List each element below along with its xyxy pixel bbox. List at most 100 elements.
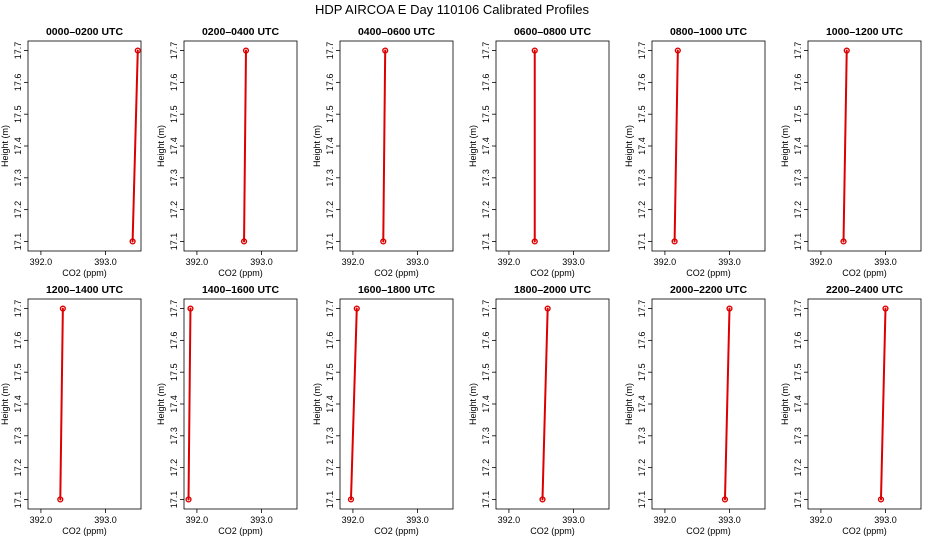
profile-data-point xyxy=(671,238,678,245)
y-tick-label: 17.6 xyxy=(13,74,23,92)
x-tick-label: 392.0 xyxy=(498,257,521,267)
profile-panel: 0000–0200 UTC 392.0 393.0 17.1 17.2 17.3 17.4 1… xyxy=(0,26,142,278)
plot-frame xyxy=(27,298,142,510)
profile-data-point xyxy=(544,305,551,312)
y-tick-label: 17.2 xyxy=(637,459,647,477)
plot-frame xyxy=(807,40,922,252)
y-tick-label: 17.4 xyxy=(13,137,23,155)
profile-data-point xyxy=(531,47,538,54)
y-tick-label: 17.5 xyxy=(169,363,179,381)
plot-frame xyxy=(27,40,142,252)
y-tick-label: 17.4 xyxy=(481,395,491,413)
y-tick-label: 17.7 xyxy=(481,42,491,60)
y-tick-label: 17.3 xyxy=(481,169,491,187)
panel-title: 2000–2200 UTC xyxy=(670,284,747,296)
y-tick-label: 17.1 xyxy=(793,233,803,251)
x-tick-label: 393.0 xyxy=(250,515,273,525)
y-axis-label: Height (m) xyxy=(624,383,634,425)
panel-title: 1600–1800 UTC xyxy=(358,284,435,296)
x-tick-label: 392.0 xyxy=(186,515,209,525)
panel-title: 0600–0800 UTC xyxy=(514,26,591,38)
y-axis-label: Height (m) xyxy=(624,125,634,167)
profile-data-point xyxy=(531,238,538,245)
y-axis-label: Height (m) xyxy=(468,383,478,425)
y-tick-label: 17.1 xyxy=(793,491,803,509)
y-tick-label: 17.3 xyxy=(13,427,23,445)
x-axis-label: CO2 (ppm) xyxy=(842,268,887,278)
y-tick-label: 17.1 xyxy=(13,491,23,509)
x-tick-label: 393.0 xyxy=(94,515,117,525)
x-tick-label: 393.0 xyxy=(718,515,741,525)
x-tick-label: 392.0 xyxy=(30,257,53,267)
y-axis-label: Height (m) xyxy=(780,125,790,167)
profile-series-line xyxy=(723,307,731,501)
profile-data-point xyxy=(353,305,360,312)
x-axis-label: CO2 (ppm) xyxy=(686,526,731,536)
x-tick-label: 393.0 xyxy=(562,257,585,267)
x-tick-label: 393.0 xyxy=(874,515,897,525)
y-tick-label: 17.6 xyxy=(637,74,647,92)
y-tick-label: 17.7 xyxy=(637,42,647,60)
panel-title: 1400–1600 UTC xyxy=(202,284,279,296)
y-tick-label: 17.6 xyxy=(169,332,179,350)
plot-frame xyxy=(339,40,454,252)
y-tick-label: 17.4 xyxy=(793,137,803,155)
profile-data-point xyxy=(129,238,136,245)
y-tick-label: 17.6 xyxy=(325,74,335,92)
profile-data-point xyxy=(674,47,681,54)
y-tick-label: 17.2 xyxy=(13,459,23,477)
x-tick-label: 392.0 xyxy=(498,515,521,525)
panel-title: 0400–0600 UTC xyxy=(358,26,435,38)
x-tick-label: 393.0 xyxy=(250,257,273,267)
profile-data-point xyxy=(843,47,850,54)
profile-data-point xyxy=(882,305,889,312)
y-tick-label: 17.7 xyxy=(481,300,491,318)
x-tick-label: 393.0 xyxy=(94,257,117,267)
x-tick-label: 393.0 xyxy=(406,257,429,267)
y-tick-label: 17.7 xyxy=(169,42,179,60)
profile-series-line xyxy=(382,49,387,243)
profile-panel: 0200–0400 UTC 392.0 393.0 17.1 17.2 17.3 17.4 1… xyxy=(156,26,298,278)
y-tick-label: 17.7 xyxy=(637,300,647,318)
panel-title: 1000–1200 UTC xyxy=(826,26,903,38)
x-tick-label: 392.0 xyxy=(654,515,677,525)
y-tick-label: 17.2 xyxy=(793,201,803,219)
y-tick-label: 17.2 xyxy=(481,459,491,477)
y-tick-label: 17.2 xyxy=(793,459,803,477)
y-tick-label: 17.5 xyxy=(325,363,335,381)
y-tick-label: 17.6 xyxy=(169,74,179,92)
y-tick-label: 17.3 xyxy=(13,169,23,187)
panel-title: 1800–2000 UTC xyxy=(514,284,591,296)
y-axis-label: Height (m) xyxy=(156,383,166,425)
y-tick-label: 17.4 xyxy=(481,137,491,155)
x-axis-label: CO2 (ppm) xyxy=(530,526,575,536)
y-tick-label: 17.5 xyxy=(13,363,23,381)
profile-panel: 1800–2000 UTC 392.0 393.0 17.1 17.2 17.3 17.4 1… xyxy=(468,284,610,536)
y-tick-label: 17.2 xyxy=(637,201,647,219)
y-tick-label: 17.7 xyxy=(169,300,179,318)
plot-frame xyxy=(651,298,766,510)
y-tick-label: 17.4 xyxy=(637,137,647,155)
profile-panel: 1200–1400 UTC 392.0 393.0 17.1 17.2 17.3 17.4 1… xyxy=(0,284,142,536)
panel-title: 0800–1000 UTC xyxy=(670,26,747,38)
profile-panel: 1600–1800 UTC 392.0 393.0 17.1 17.2 17.3 17.4 1… xyxy=(312,284,454,536)
y-tick-label: 17.5 xyxy=(793,363,803,381)
x-axis-label: CO2 (ppm) xyxy=(374,526,419,536)
profile-data-point xyxy=(382,47,389,54)
profile-data-point xyxy=(240,238,248,245)
profile-panel: 0800–1000 UTC 392.0 393.0 17.1 17.2 17.3 17.4 1… xyxy=(624,26,766,278)
y-tick-label: 17.5 xyxy=(793,105,803,123)
profile-data-point xyxy=(539,496,546,503)
y-tick-label: 17.1 xyxy=(169,491,179,509)
plot-frame xyxy=(807,298,922,510)
y-tick-label: 17.4 xyxy=(325,395,335,413)
panel-title: 1200–1400 UTC xyxy=(46,284,123,296)
y-axis-label: Height (m) xyxy=(156,125,166,167)
y-tick-label: 17.4 xyxy=(325,137,335,155)
panel-title: 0000–0200 UTC xyxy=(46,26,123,38)
y-tick-label: 17.3 xyxy=(637,169,647,187)
profile-data-point xyxy=(726,305,733,312)
profile-panel: 0400–0600 UTC 392.0 393.0 17.1 17.2 17.3 17.4 1… xyxy=(312,26,454,278)
